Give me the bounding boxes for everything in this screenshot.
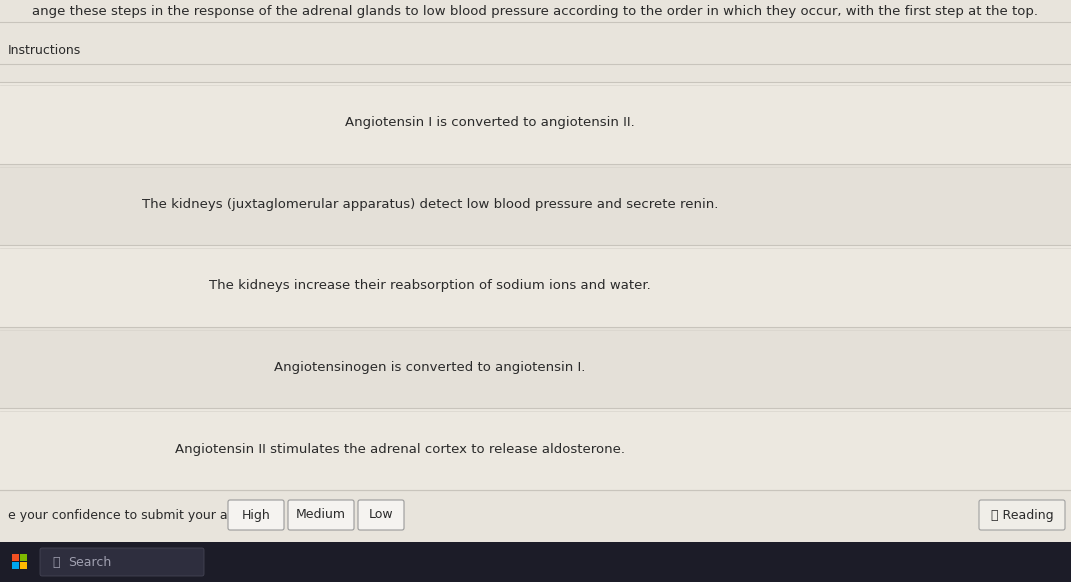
Text: Angiotensin I is converted to angiotensin II.: Angiotensin I is converted to angiotensi… — [345, 116, 635, 129]
FancyBboxPatch shape — [979, 500, 1065, 530]
Text: The kidneys (juxtaglomerular apparatus) detect low blood pressure and secrete re: The kidneys (juxtaglomerular apparatus) … — [141, 198, 719, 211]
FancyBboxPatch shape — [358, 500, 404, 530]
Bar — [0, 409, 1071, 490]
FancyBboxPatch shape — [288, 500, 355, 530]
Bar — [0, 164, 1071, 245]
Text: Angiotensin II stimulates the adrenal cortex to release aldosterone.: Angiotensin II stimulates the adrenal co… — [175, 443, 625, 456]
Bar — [0, 245, 1071, 327]
Bar — [20, 554, 27, 561]
Bar — [20, 562, 27, 569]
Text: Medium: Medium — [296, 509, 346, 521]
Bar — [0, 327, 1071, 409]
Text: 🔍: 🔍 — [52, 555, 60, 569]
Bar — [0, 542, 1071, 582]
Text: ange these steps in the response of the adrenal glands to low blood pressure acc: ange these steps in the response of the … — [32, 5, 1039, 17]
Text: Low: Low — [368, 509, 393, 521]
Text: The kidneys increase their reabsorption of sodium ions and water.: The kidneys increase their reabsorption … — [209, 279, 651, 293]
Text: High: High — [242, 509, 270, 521]
Text: ༈ Reading: ༈ Reading — [991, 509, 1053, 521]
FancyBboxPatch shape — [228, 500, 284, 530]
Text: e your confidence to submit your answer.: e your confidence to submit your answer. — [7, 509, 268, 521]
Bar — [12, 554, 19, 561]
FancyBboxPatch shape — [40, 548, 203, 576]
Bar — [12, 562, 19, 569]
Text: Instructions: Instructions — [7, 44, 81, 56]
Bar — [0, 82, 1071, 164]
Text: Search: Search — [67, 555, 111, 569]
Text: Angiotensinogen is converted to angiotensin I.: Angiotensinogen is converted to angioten… — [274, 361, 586, 374]
